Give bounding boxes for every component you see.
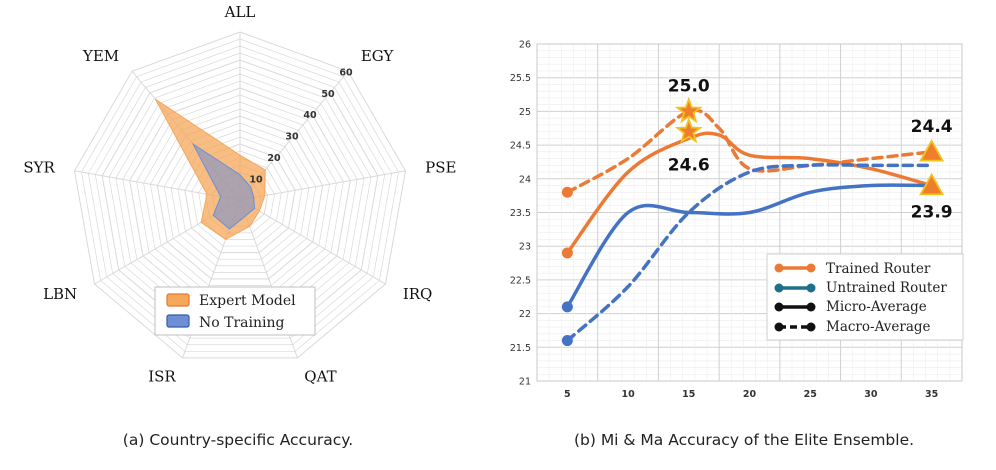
radar-tick-label: 60 bbox=[339, 67, 353, 78]
data-label: 24.6 bbox=[668, 155, 710, 175]
radar-axis-labels: ALL EGY PSE IRQ QAT ISR LBN SYR YEM bbox=[23, 3, 456, 386]
radar-grid-ring bbox=[184, 143, 296, 254]
y-tick-label: 25.5 bbox=[510, 73, 531, 84]
caption-b: (b) Mi & Ma Accuracy of the Elite Ensemb… bbox=[574, 431, 914, 449]
line-annotations: 25.0 24.6 24.4 23.9 bbox=[668, 76, 953, 222]
x-tick-labels: 5 10 15 20 25 30 35 bbox=[564, 389, 938, 400]
radar-tick-label: 40 bbox=[303, 110, 317, 121]
radar-tick-label: 20 bbox=[267, 153, 281, 164]
y-tick-label: 24.5 bbox=[510, 141, 531, 152]
legend-label-untrained: Untrained Router bbox=[826, 280, 947, 296]
y-tick-label: 23 bbox=[519, 242, 531, 253]
y-tick-label: 21.5 bbox=[510, 343, 531, 354]
legend-label-expert: Expert Model bbox=[199, 293, 296, 309]
radar-grid-ring bbox=[156, 115, 324, 280]
radar-area-no-training bbox=[191, 142, 256, 230]
x-tick-label: 35 bbox=[925, 389, 938, 400]
legend-dot-untrained-a bbox=[774, 283, 784, 293]
radar-grid-ring bbox=[81, 38, 399, 352]
series-line-untrained-micro bbox=[565, 183, 934, 309]
legend-entry-trained: Trained Router bbox=[774, 261, 931, 277]
legend-dot-trained-b bbox=[806, 263, 816, 273]
marker-circle bbox=[561, 186, 573, 198]
marker-star bbox=[674, 96, 703, 124]
radar-grid-ring bbox=[74, 31, 406, 359]
marker-triangle bbox=[919, 138, 945, 162]
radar-axis-label-egy: EGY bbox=[361, 47, 395, 65]
radar-axis-line bbox=[239, 170, 406, 201]
marker-circle bbox=[561, 301, 573, 313]
radar-tick-label: 10 bbox=[249, 175, 263, 186]
x-tick-label: 30 bbox=[864, 389, 878, 400]
y-tick-label: 22 bbox=[519, 309, 531, 320]
legend-entry-untrained: Untrained Router bbox=[774, 280, 947, 296]
y-tick-label: 24 bbox=[519, 174, 531, 185]
radar-series bbox=[154, 98, 266, 241]
x-tick-label: 15 bbox=[682, 389, 695, 400]
data-label: 23.9 bbox=[911, 203, 953, 223]
radar-grid-ring bbox=[87, 45, 393, 346]
series-line-untrained-macro bbox=[565, 163, 934, 343]
marker-triangle bbox=[919, 172, 945, 196]
y-tick-labels: 21 21.5 22 22.5 23 23.5 24 24.5 25 25.5 26 bbox=[510, 40, 531, 388]
data-label: 25.0 bbox=[668, 76, 710, 96]
series-line-trained-macro bbox=[565, 108, 934, 195]
radar-legend: Expert Model No Training bbox=[154, 286, 316, 336]
legend-label-micro: Micro-Average bbox=[826, 299, 927, 315]
radar-axis-label-syr: SYR bbox=[23, 158, 55, 176]
radar-axis-label-all: ALL bbox=[224, 3, 256, 21]
marker-circle bbox=[561, 335, 573, 347]
legend-dot-macro-b bbox=[806, 322, 816, 332]
y-tick-label: 26 bbox=[519, 40, 531, 51]
x-tick-label: 5 bbox=[564, 389, 571, 400]
legend-label-macro: Macro-Average bbox=[826, 319, 931, 335]
y-tick-label: 25 bbox=[519, 107, 531, 118]
radar-axis-label-yem: YEM bbox=[82, 47, 119, 65]
radar-axis-line bbox=[239, 199, 386, 285]
legend-label-no-training: No Training bbox=[199, 315, 284, 331]
radar-tick-label: 50 bbox=[321, 89, 335, 100]
legend-entry-macro: Macro-Average bbox=[774, 319, 931, 335]
legend-dot-macro-a bbox=[774, 322, 784, 332]
radar-grid-ring bbox=[150, 108, 330, 286]
x-tick-label: 10 bbox=[621, 389, 635, 400]
caption-a: (a) Country-specific Accuracy. bbox=[123, 431, 353, 449]
radar-axis-label-lbn: LBN bbox=[43, 285, 77, 303]
y-tick-label: 21 bbox=[519, 377, 531, 388]
radar-grid-ring bbox=[94, 52, 386, 339]
radar-chart: 10 20 30 40 50 60 ALL EGY PSE IRQ QAT ISR LBN SYR YEM… bbox=[23, 3, 456, 449]
line-legend: Trained Router Untrained Router Micro-Av… bbox=[766, 253, 964, 341]
radar-tick-labels: 10 20 30 40 50 60 bbox=[249, 67, 353, 185]
marker-circle bbox=[561, 247, 573, 259]
legend-dot-trained-a bbox=[774, 263, 784, 273]
y-tick-label: 22.5 bbox=[510, 275, 531, 286]
line-grid bbox=[536, 43, 963, 382]
radar-grid-ring bbox=[177, 136, 303, 260]
radar-axis-label-isr: ISR bbox=[148, 368, 176, 386]
line-series bbox=[565, 108, 934, 343]
legend-dot-micro-a bbox=[774, 302, 784, 312]
line-chart: 21 21.5 22 22.5 23 23.5 24 24.5 25 25.5 26 5 10 15 20… bbox=[510, 40, 964, 449]
data-label: 24.4 bbox=[911, 117, 953, 137]
x-tick-label: 20 bbox=[743, 389, 757, 400]
x-tick-label: 25 bbox=[804, 389, 817, 400]
plot-frame bbox=[536, 43, 963, 382]
legend-dot-untrained-b bbox=[806, 283, 816, 293]
radar-axis-label-qat: QAT bbox=[304, 368, 336, 386]
radar-axis-label-pse: PSE bbox=[425, 158, 456, 176]
line-markers bbox=[561, 96, 945, 347]
radar-axis-label-irq: IRQ bbox=[403, 285, 433, 303]
marker-star bbox=[674, 117, 703, 144]
radar-tick-label: 30 bbox=[285, 132, 299, 143]
radar-grid-ring bbox=[163, 122, 317, 273]
legend-label-trained: Trained Router bbox=[826, 261, 931, 277]
y-tick-label: 23.5 bbox=[510, 208, 531, 219]
legend-swatch-expert bbox=[166, 293, 190, 307]
legend-swatch-no-training bbox=[166, 314, 190, 328]
legend-dot-micro-b bbox=[806, 302, 816, 312]
radar-grid-ring bbox=[170, 129, 310, 267]
legend-entry-micro: Micro-Average bbox=[774, 299, 927, 315]
